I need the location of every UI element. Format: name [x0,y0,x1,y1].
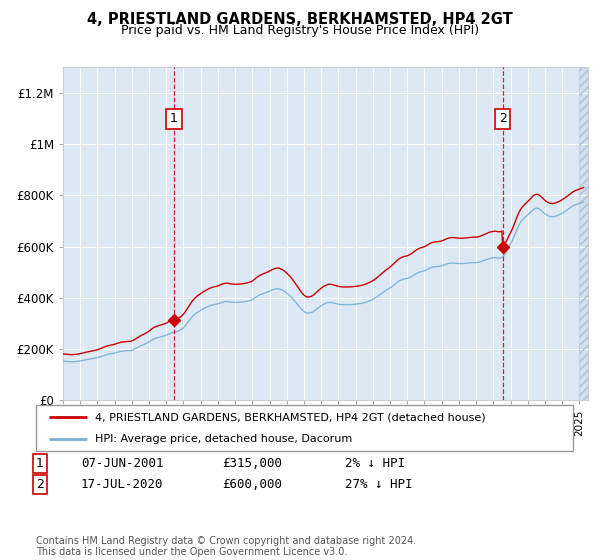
Text: 1: 1 [170,113,178,125]
Text: 2: 2 [499,113,506,125]
Text: 27% ↓ HPI: 27% ↓ HPI [345,478,413,491]
Text: Contains HM Land Registry data © Crown copyright and database right 2024.
This d: Contains HM Land Registry data © Crown c… [36,535,416,557]
Text: 2: 2 [36,478,44,491]
Text: £600,000: £600,000 [222,478,282,491]
Bar [580,67,588,400]
Bar [580,67,588,400]
FancyBboxPatch shape [36,405,573,451]
Text: 07-JUN-2001: 07-JUN-2001 [81,457,163,470]
Text: £315,000: £315,000 [222,457,282,470]
Text: Price paid vs. HM Land Registry's House Price Index (HPI): Price paid vs. HM Land Registry's House … [121,24,479,37]
Text: 4, PRIESTLAND GARDENS, BERKHAMSTED, HP4 2GT (detached house): 4, PRIESTLAND GARDENS, BERKHAMSTED, HP4 … [95,412,485,422]
Text: HPI: Average price, detached house, Dacorum: HPI: Average price, detached house, Daco… [95,435,352,444]
Text: 17-JUL-2020: 17-JUL-2020 [81,478,163,491]
Text: 1: 1 [36,457,44,470]
Text: 4, PRIESTLAND GARDENS, BERKHAMSTED, HP4 2GT: 4, PRIESTLAND GARDENS, BERKHAMSTED, HP4 … [87,12,513,27]
Text: 2% ↓ HPI: 2% ↓ HPI [345,457,405,470]
